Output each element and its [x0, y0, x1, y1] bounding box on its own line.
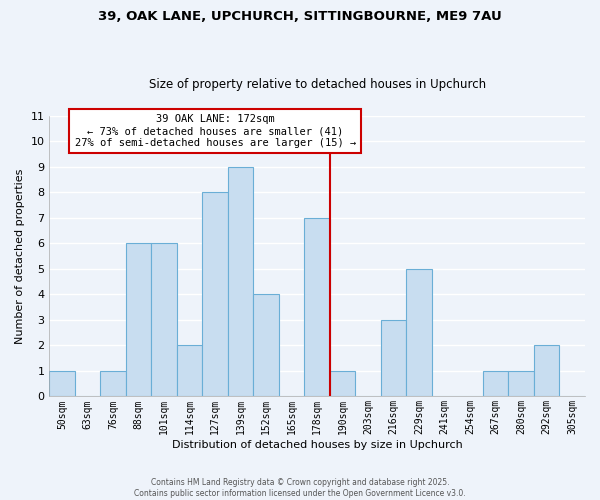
Bar [228, 167, 253, 396]
Bar [202, 192, 228, 396]
Bar [100, 371, 126, 396]
Bar [177, 346, 202, 397]
Bar [304, 218, 330, 396]
Bar [49, 371, 75, 396]
Bar [151, 244, 177, 396]
X-axis label: Distribution of detached houses by size in Upchurch: Distribution of detached houses by size … [172, 440, 463, 450]
Text: Contains HM Land Registry data © Crown copyright and database right 2025.
Contai: Contains HM Land Registry data © Crown c… [134, 478, 466, 498]
Bar [508, 371, 534, 396]
Y-axis label: Number of detached properties: Number of detached properties [15, 168, 25, 344]
Bar [534, 346, 559, 397]
Bar [381, 320, 406, 396]
Text: 39 OAK LANE: 172sqm
← 73% of detached houses are smaller (41)
27% of semi-detach: 39 OAK LANE: 172sqm ← 73% of detached ho… [74, 114, 356, 148]
Title: Size of property relative to detached houses in Upchurch: Size of property relative to detached ho… [149, 78, 486, 91]
Bar [406, 269, 432, 396]
Bar [330, 371, 355, 396]
Text: 39, OAK LANE, UPCHURCH, SITTINGBOURNE, ME9 7AU: 39, OAK LANE, UPCHURCH, SITTINGBOURNE, M… [98, 10, 502, 23]
Bar [253, 294, 279, 396]
Bar [483, 371, 508, 396]
Bar [126, 244, 151, 396]
